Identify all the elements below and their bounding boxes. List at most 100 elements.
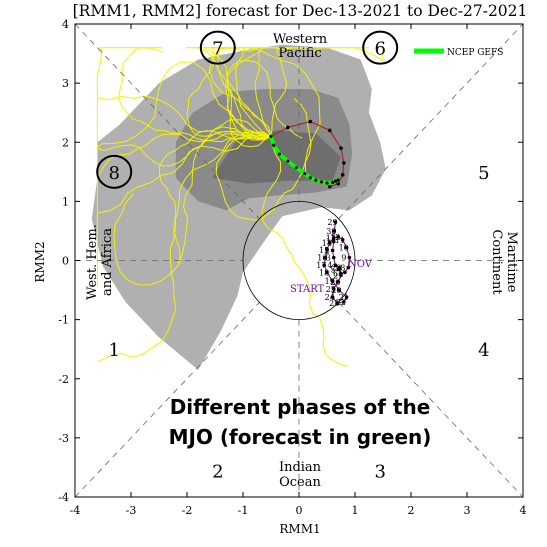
x-tick-label: 3 [464,504,471,517]
observed-point [330,295,335,299]
observed-day-label: 25 [326,285,336,294]
observed-day-label: 11 [335,236,345,245]
observed-day-label: 18 [319,268,329,277]
x-tick-label: -1 [238,504,249,517]
ensemble-member-line [96,135,272,287]
y-tick-label: 4 [62,18,69,31]
y-axis-label: RMM2 [33,241,47,282]
legend-label-ncep-gefs: NCEP GEFS [447,48,503,58]
observed-point [337,265,342,270]
forecast-point [303,171,307,176]
observed-day-label: 19 [325,277,335,286]
forecast-point [286,159,290,163]
observed-point [325,270,329,275]
observed-day-label: 21 [339,293,349,302]
x-tick-label: 1 [352,504,359,517]
ensemble-member-line [96,133,272,235]
forecast-point [336,178,340,182]
forecast-point [331,180,335,185]
observed-day-label: 29 [327,218,337,227]
ensemble-member-line [195,47,272,141]
observed-day-label: 26 [330,278,340,287]
x-tick-label: -2 [182,504,193,517]
y-tick-label: 2 [62,136,69,149]
maritime-label-1: Maritime [504,232,519,293]
west-hem-label-2: and Africa [100,228,115,296]
forecast-point [277,152,281,156]
diagonal-guide [74,23,260,219]
phase-number-2: 2 [212,461,223,482]
diagonal-guide [338,23,524,219]
observed-point [328,240,332,245]
forecast-point [308,176,312,180]
legend: NCEP GEFS [414,48,503,58]
observed-day-label: 8 [340,264,345,273]
forecast-point [333,179,337,183]
observed-day-label: 28 [331,264,341,273]
x-tick-label: 2 [408,504,415,517]
ensemble-member-lines [96,47,384,368]
phase-number-6: 6 [374,39,385,60]
western-pacific-label-2: Pacific [278,46,321,61]
observed-point [332,229,337,233]
observed-day-label: 10 [339,244,349,253]
phase-circle-6 [362,30,399,65]
ensemble-member-line [261,136,348,368]
ensemble-mean-point [328,128,332,133]
annotation-line-1: Different phases of the [170,395,431,419]
y-tick-label: -2 [58,373,69,386]
observed-point [336,279,341,284]
y-tick-label: -4 [58,491,69,504]
x-axis-label: RMM1 [279,522,320,536]
observed-point [331,239,336,244]
phase-circle-8 [96,154,133,189]
observed-day-label: 13 [326,234,336,243]
start-label: START [290,284,325,295]
observed-point [322,263,327,268]
nov-label: NOV [348,259,373,270]
observed-point [330,279,335,283]
observed-day-label: 14 [322,239,332,248]
observed-point [331,236,336,240]
ensemble-mean-point [336,181,341,186]
forecast-point [294,166,298,170]
ensemble-spread-core [212,130,341,184]
y-tick-label: 3 [62,77,69,90]
y-tick-label: 1 [62,195,69,208]
ensemble-mean-point [339,146,343,150]
maritime-label: Maritime Continent [489,229,519,295]
observed-point [343,270,347,275]
indian-ocean-label-1: Indian [279,460,322,475]
ensemble-member-line [96,86,272,167]
observed-day-label: 7 [337,268,342,277]
observed-point [339,273,343,278]
observed-point [323,255,328,260]
forecast-track [269,119,346,189]
observed-day-label: 23 [329,299,339,308]
observed-day-label: 27 [333,271,343,280]
observed-point [333,220,338,224]
forecast-point [319,180,323,184]
observed-day-label: 24 [325,293,335,302]
ensemble-member-line [215,97,312,221]
forecast-point [269,134,273,138]
phase-number-1: 1 [108,340,119,361]
phase-number-4: 4 [478,340,489,361]
observed-day-label: 9 [341,254,346,263]
observed-day-label: 4 [327,261,332,270]
observed-point [347,255,352,260]
phase-number-5: 5 [478,163,489,184]
annotation-line-2: MJO (forecast in green) [169,425,432,449]
ensemble-mean-point [286,125,290,130]
observed-point [325,248,329,252]
observed-point [346,265,351,270]
observed-day-label: 5 [330,265,335,274]
forecast-point [272,143,276,147]
western-pacific-label-1: Western [273,32,328,47]
ensemble-member-line [267,47,294,137]
observed-day-label: 3 [326,254,331,263]
unit-circle [242,200,356,321]
ensemble-mean-point [340,172,345,177]
